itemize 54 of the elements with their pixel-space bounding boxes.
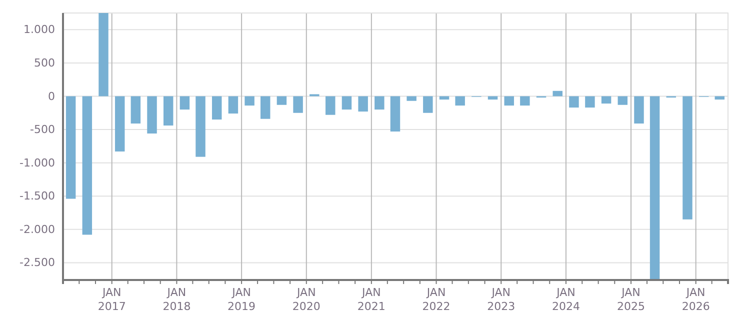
bar bbox=[163, 96, 174, 126]
bar bbox=[390, 96, 400, 132]
bar bbox=[585, 96, 595, 108]
bar bbox=[488, 96, 498, 100]
bar bbox=[406, 96, 416, 101]
y-tick-label: 0 bbox=[48, 90, 55, 103]
x-tick-label: JAN 2023 bbox=[487, 286, 516, 313]
y-tick-label: -500 bbox=[30, 123, 55, 136]
x-tick-label: JAN 2022 bbox=[422, 286, 450, 313]
bar bbox=[650, 96, 660, 280]
bar bbox=[455, 96, 465, 106]
bar bbox=[326, 96, 336, 115]
bar bbox=[98, 13, 108, 96]
bar bbox=[374, 96, 384, 110]
bar bbox=[147, 96, 157, 134]
bar bbox=[66, 96, 76, 199]
y-tick-label: -2.500 bbox=[20, 256, 55, 270]
bar bbox=[244, 96, 254, 106]
bar bbox=[293, 96, 303, 113]
x-tick-label: JAN 2024 bbox=[552, 286, 580, 313]
bar bbox=[520, 96, 530, 106]
bar bbox=[276, 96, 287, 105]
bar bbox=[228, 96, 238, 114]
bar bbox=[618, 96, 628, 105]
bar bbox=[82, 96, 92, 235]
bar bbox=[601, 96, 612, 104]
bar bbox=[212, 96, 222, 120]
x-tick-label: JAN 2021 bbox=[357, 286, 386, 313]
bar bbox=[423, 96, 433, 113]
bar bbox=[682, 96, 692, 220]
x-tick-label: JAN 2017 bbox=[98, 286, 126, 313]
bar bbox=[180, 96, 190, 110]
bar bbox=[342, 96, 352, 110]
bar bbox=[552, 90, 562, 96]
bar bbox=[114, 96, 125, 152]
bar bbox=[260, 96, 270, 119]
x-tick-label: JAN 2020 bbox=[292, 286, 320, 313]
x-tick-label: JAN 2026 bbox=[682, 286, 710, 313]
x-tick-label: JAN 2018 bbox=[162, 286, 191, 313]
bar bbox=[714, 96, 725, 100]
y-tick-label: 500 bbox=[34, 56, 55, 70]
x-tick-label: JAN 2025 bbox=[616, 286, 645, 313]
y-tick-label: -1.000 bbox=[20, 156, 55, 170]
bar bbox=[358, 96, 368, 112]
bar bbox=[196, 96, 206, 157]
y-tick-label: 1.000 bbox=[24, 23, 55, 36]
bar bbox=[439, 96, 450, 100]
x-tick-label: JAN 2019 bbox=[228, 286, 256, 313]
bar bbox=[634, 96, 644, 124]
y-tick-label: -1.500 bbox=[20, 190, 55, 203]
bar bbox=[504, 96, 514, 106]
y-tick-label: -2.000 bbox=[20, 222, 55, 236]
bar bbox=[569, 96, 579, 108]
bar bbox=[130, 96, 141, 124]
